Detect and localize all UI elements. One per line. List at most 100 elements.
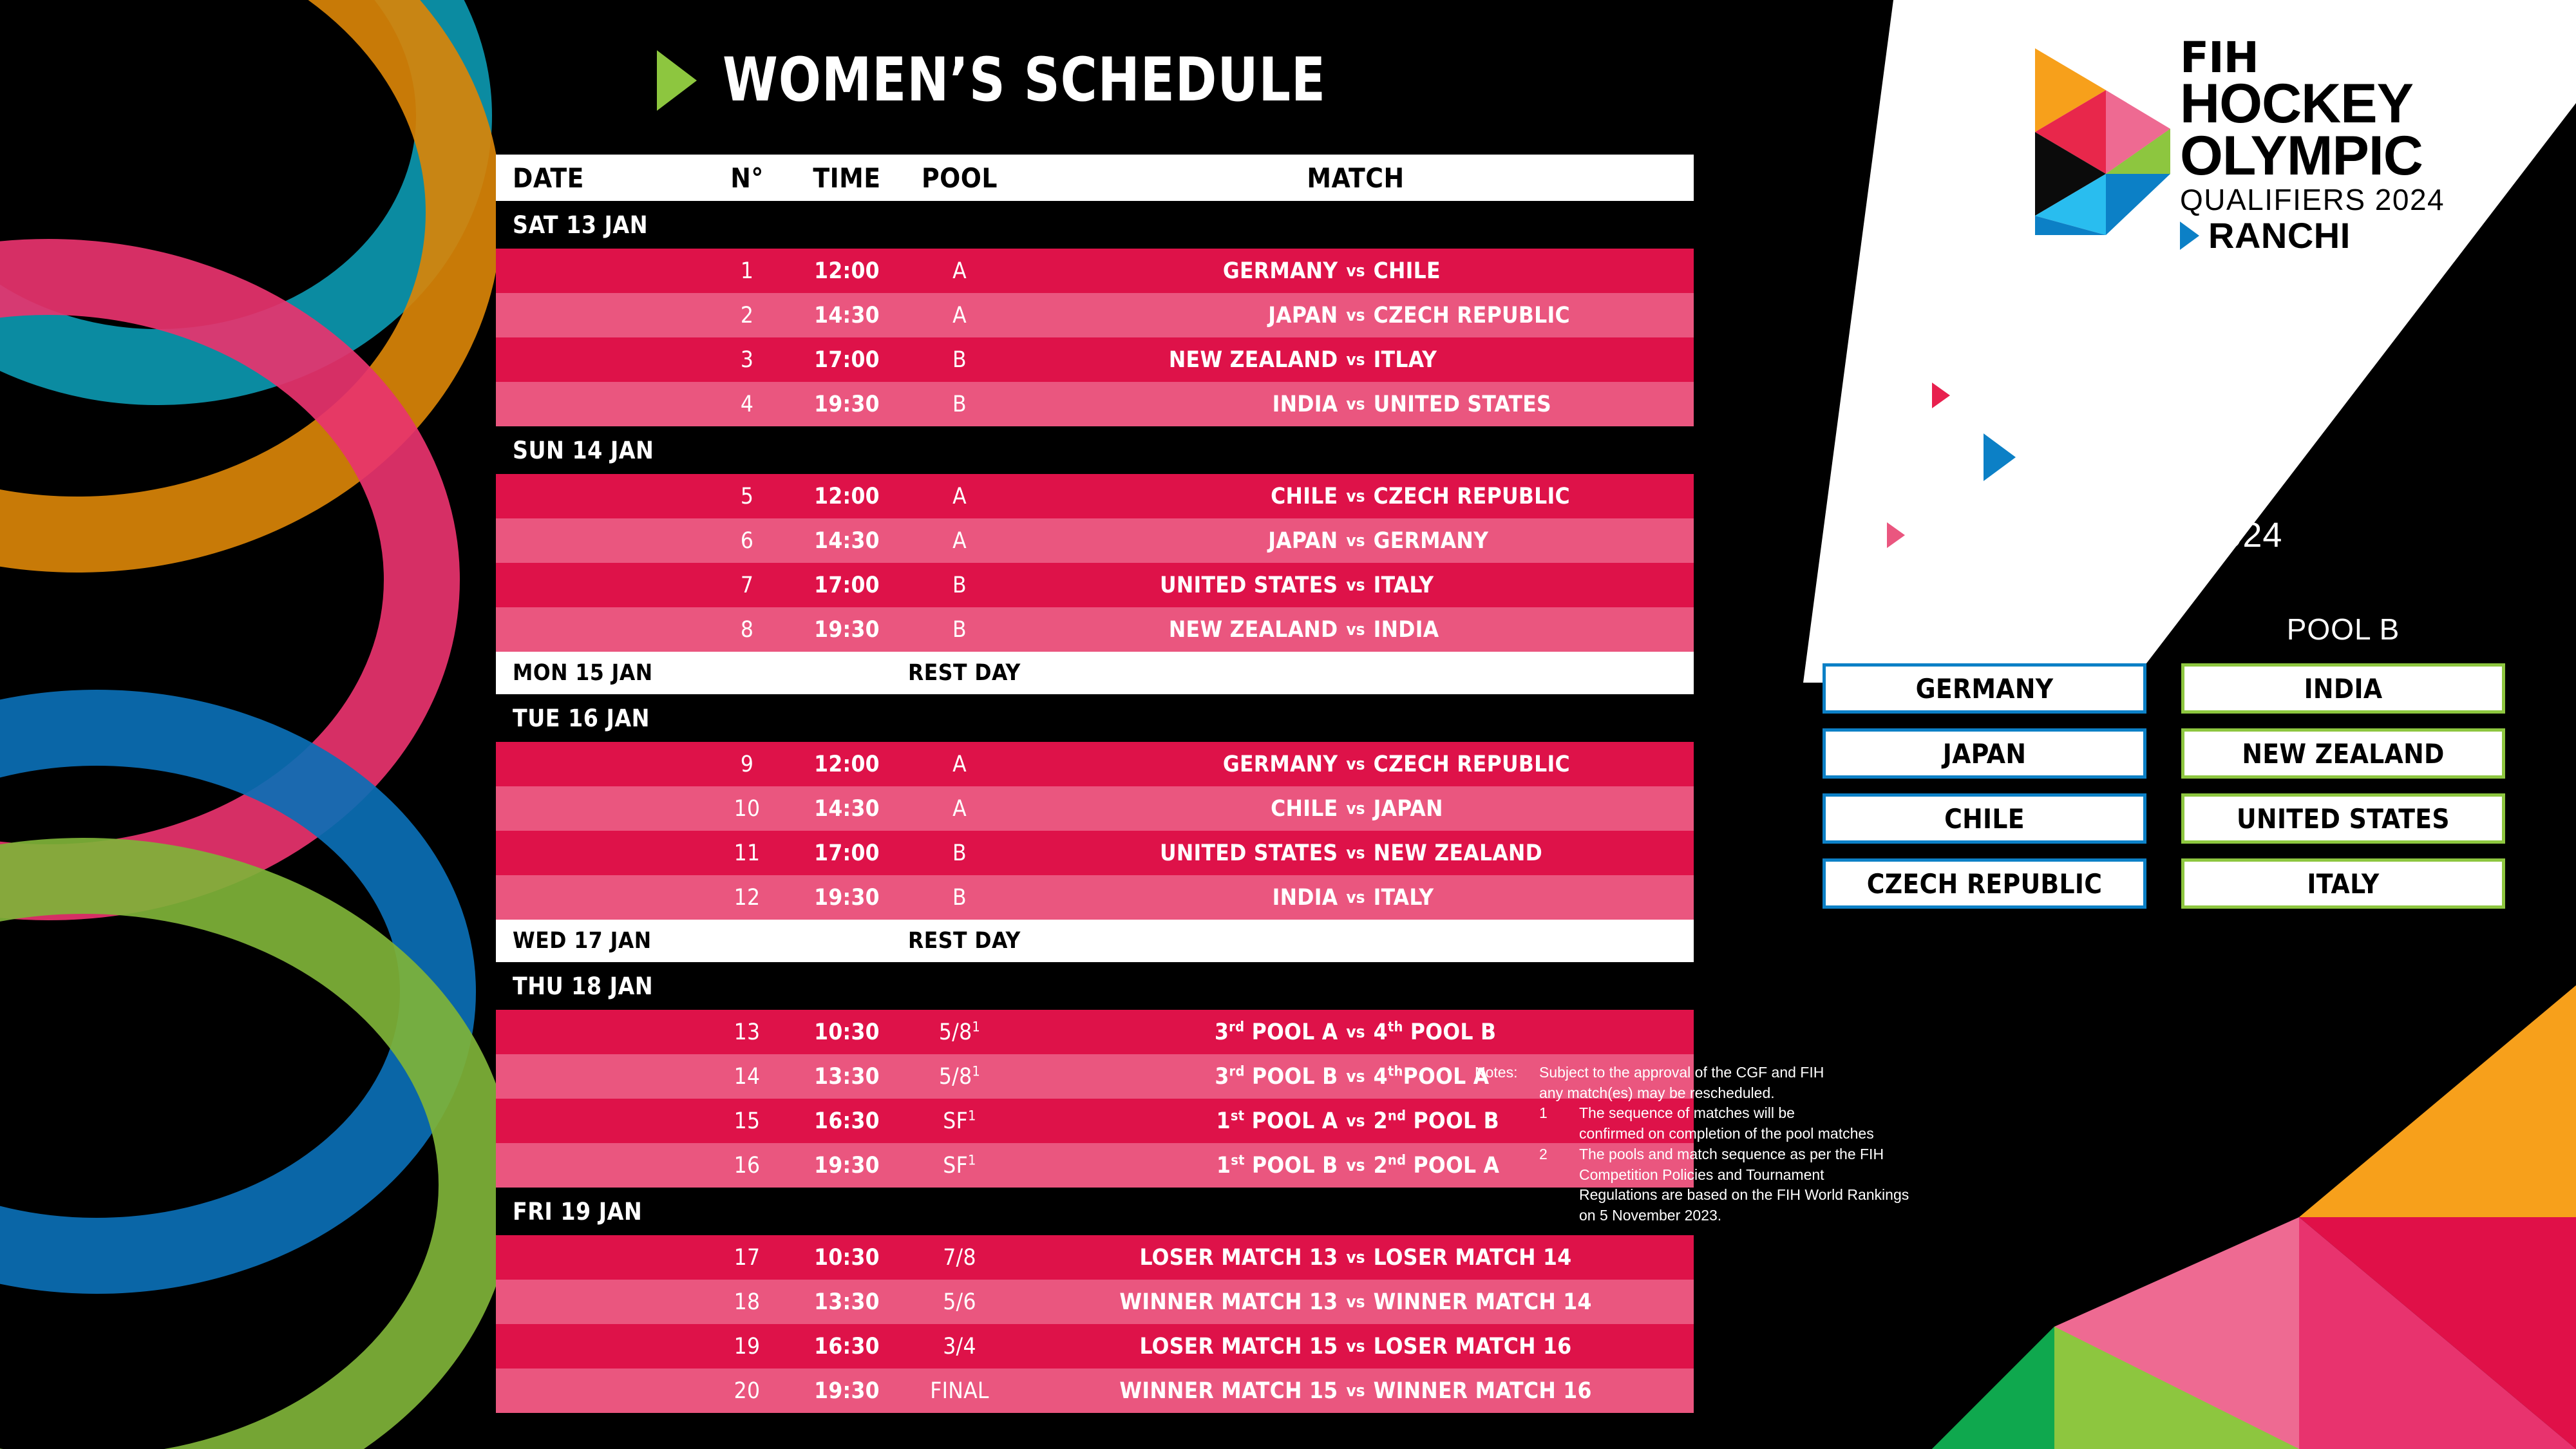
logo-hockey-text: HOCKEY xyxy=(2180,72,2414,135)
match-teams: CHILE vs JAPAN xyxy=(1018,796,1694,822)
match-number: 17 xyxy=(734,1244,761,1271)
match-team-away: INDIA xyxy=(1373,616,1439,643)
match-pool: B xyxy=(952,572,967,598)
match-team-home: UNITED STATES xyxy=(1160,840,1338,866)
match-team-away: CHILE xyxy=(1373,258,1441,284)
match-time: 14:30 xyxy=(814,527,880,554)
schedule-table: DATE N° TIME POOL MATCH SAT 13 JAN 1 12:00… xyxy=(496,155,1694,1413)
notes-section: Notes: Subject to the approval of the CG… xyxy=(1475,1063,2312,1226)
match-row: 6 14:30 A JAPAN vs GERMANY xyxy=(496,518,1694,563)
match-number: 3 xyxy=(740,346,754,373)
match-number: 9 xyxy=(740,751,754,777)
match-teams: 3rd POOL A vs 4th POOL B xyxy=(1018,1019,1694,1045)
match-row: 3 17:00 B NEW ZEALAND vs ITLAY xyxy=(496,337,1694,382)
match-team-away: GERMANY xyxy=(1373,527,1489,554)
match-teams: NEW ZEALAND vs ITLAY xyxy=(1018,347,1694,373)
day-header-date: SUN 14 JAN xyxy=(513,436,654,464)
match-teams: CHILE vs CZECH REPUBLIC xyxy=(1018,484,1694,509)
match-number: 18 xyxy=(734,1289,761,1315)
match-number: 16 xyxy=(734,1152,761,1179)
match-pool: B xyxy=(952,346,967,373)
match-number: 8 xyxy=(740,616,754,643)
play-triangle-icon xyxy=(1932,383,1950,408)
match-time: 16:30 xyxy=(814,1108,880,1134)
ring-green xyxy=(0,838,515,1449)
notes-intro-line-2: any match(es) may be rescheduled. xyxy=(1539,1084,1775,1101)
match-vs-label: vs xyxy=(1346,620,1365,639)
match-row: 4 19:30 B INDIA vs UNITED STATES xyxy=(496,382,1694,426)
match-vs-label: vs xyxy=(1346,1155,1365,1175)
notes-body: Subject to the approval of the CGF and F… xyxy=(1539,1063,2312,1226)
match-pool: 7/8 xyxy=(943,1244,976,1271)
ring-blue xyxy=(0,690,476,1294)
match-row: 12 19:30 B INDIA vs ITALY xyxy=(496,875,1694,920)
match-vs-label: vs xyxy=(1346,799,1365,819)
match-vs-label: vs xyxy=(1346,261,1365,281)
page-title: WOMEN’S SCHEDULE xyxy=(657,45,1378,115)
match-row: 15 16:30 SF1 1st POOL A vs 2nd POOL B xyxy=(496,1099,1694,1143)
notes-intro-line-1: Subject to the approval of the CGF and F… xyxy=(1539,1064,1824,1081)
match-pool: 5/81 xyxy=(938,1018,981,1045)
match-teams: JAPAN vs CZECH REPUBLIC xyxy=(1018,303,1694,328)
day-header-row: THU 18 JAN xyxy=(496,962,1694,1010)
pool-b-team: INDIA xyxy=(2181,663,2505,714)
pools-section: POOL A GERMANY JAPAN CHILE CZECH REPUBLI… xyxy=(1823,612,2505,923)
column-header-time: TIME xyxy=(813,162,881,194)
match-teams: LOSER MATCH 15 vs LOSER MATCH 16 xyxy=(1018,1334,1694,1359)
match-row: 11 17:00 B UNITED STATES vs NEW ZEALAND xyxy=(496,831,1694,875)
ring-teal xyxy=(0,0,492,405)
match-team-home: INDIA xyxy=(1272,391,1338,417)
match-team-home: NEW ZEALAND xyxy=(1168,616,1338,643)
play-triangle-icon xyxy=(1984,433,2016,481)
match-row: 13 10:30 5/81 3rd POOL A vs 4th POOL B xyxy=(496,1010,1694,1054)
rest-day-date: MON 15 JAN xyxy=(513,660,653,686)
match-time: 10:30 xyxy=(814,1019,880,1045)
rest-day-row: WED 17 JAN REST DAY xyxy=(496,920,1694,962)
match-team-away: WINNER MATCH 14 xyxy=(1373,1289,1592,1315)
match-team-home: JAPAN xyxy=(1268,302,1338,328)
match-number: 20 xyxy=(734,1378,761,1404)
match-number: 6 xyxy=(740,527,754,554)
match-team-away: 4thPOOL A xyxy=(1373,1063,1490,1090)
match-teams: 3rd POOL B vs 4thPOOL A xyxy=(1018,1064,1694,1090)
match-team-away: CZECH REPUBLIC xyxy=(1373,483,1570,509)
pool-a-team: CZECH REPUBLIC xyxy=(1823,858,2146,909)
match-team-home: NEW ZEALAND xyxy=(1168,346,1338,373)
match-number: 15 xyxy=(734,1108,761,1134)
match-row: 1 12:00 A GERMANY vs CHILE xyxy=(496,249,1694,293)
pool-a-title: POOL A xyxy=(1928,612,2041,646)
match-team-away: ITALY xyxy=(1373,572,1434,598)
match-team-away: UNITED STATES xyxy=(1373,391,1551,417)
match-row: 19 16:30 3/4 LOSER MATCH 15 vs LOSER MATCH 16 xyxy=(496,1324,1694,1368)
ring-pink xyxy=(0,239,460,920)
logo-ranchi-text: RANCHI xyxy=(2208,214,2351,256)
match-vs-label: vs xyxy=(1346,843,1365,863)
match-time: 19:30 xyxy=(814,616,880,643)
match-vs-label: vs xyxy=(1346,1111,1365,1131)
match-time: 17:00 xyxy=(814,572,880,598)
page-title-text: WOMEN’S SCHEDULE xyxy=(723,45,1326,115)
note-number: 2 xyxy=(1539,1145,1548,1162)
match-team-home: GERMANY xyxy=(1222,258,1338,284)
match-pool: SF1 xyxy=(943,1151,976,1179)
match-number: 19 xyxy=(734,1333,761,1359)
match-time: 14:30 xyxy=(814,795,880,822)
pool-b-title: POOL B xyxy=(2286,612,2400,646)
pool-b: POOL B INDIA NEW ZEALAND UNITED STATES I… xyxy=(2181,612,2505,923)
match-row: 18 13:30 5/6 WINNER MATCH 13 vs WINNER MATCH … xyxy=(496,1280,1694,1324)
match-number: 7 xyxy=(740,572,754,598)
match-team-home: WINNER MATCH 15 xyxy=(1119,1378,1338,1404)
note-line: The sequence of matches will be xyxy=(1579,1104,1795,1122)
match-vs-label: vs xyxy=(1346,305,1365,325)
match-pool: A xyxy=(952,258,967,284)
match-teams: JAPAN vs GERMANY xyxy=(1018,528,1694,554)
match-vs-label: vs xyxy=(1346,1292,1365,1312)
match-teams: UNITED STATES vs NEW ZEALAND xyxy=(1018,840,1694,866)
fih-logo: FIH HOCKEY OLYMPIC QUALIFIERS 2024 RANCH… xyxy=(2016,37,2550,254)
note-line: confirmed on completion of the pool matc… xyxy=(1579,1125,1874,1142)
match-team-home: LOSER MATCH 15 xyxy=(1139,1333,1338,1359)
venue-ranchi-text: RANCHI xyxy=(1963,377,2090,413)
match-number: 10 xyxy=(734,795,761,822)
match-pool: SF1 xyxy=(943,1107,976,1134)
